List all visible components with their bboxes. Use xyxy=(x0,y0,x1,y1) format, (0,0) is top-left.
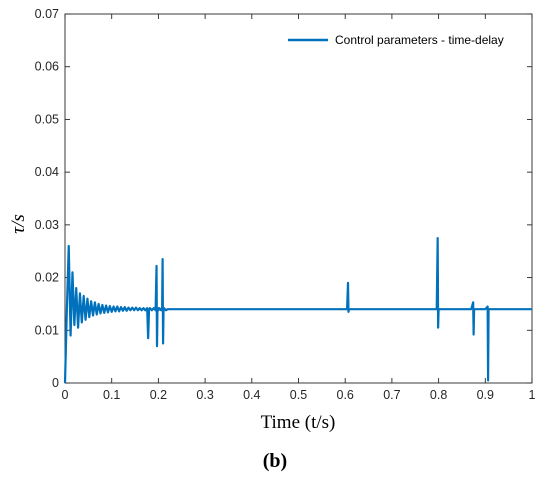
legend-label: Control parameters - time-delay xyxy=(335,33,504,47)
x-tick-label: 0.4 xyxy=(243,388,260,402)
panel-label: (b) xyxy=(262,450,288,472)
x-tick-label: 0.7 xyxy=(383,388,400,402)
x-tick-label: 0.8 xyxy=(430,388,447,402)
chart: 0 0.1 0.2 0.3 0.4 0.5 0.6 0.7 0.8 0.9 1 0 0.01 0.02 0.… xyxy=(8,7,536,433)
y-tick-label: 0 xyxy=(52,376,59,390)
y-axis-label: τ/s xyxy=(8,214,29,233)
x-tick-label: 0.2 xyxy=(150,388,167,402)
series-group xyxy=(63,236,532,384)
series-line xyxy=(63,236,532,384)
y-tick-label: 0.01 xyxy=(35,323,59,337)
y-tick-label: 0.06 xyxy=(35,60,59,74)
x-tick-label: 1 xyxy=(529,388,536,402)
y-tick-label: 0.02 xyxy=(35,271,59,285)
x-tick-label: 0.3 xyxy=(196,388,213,402)
y-tick-label: 0.04 xyxy=(35,165,59,179)
x-tick-label: 0 xyxy=(62,388,69,402)
x-axis-label: Time (t/s) xyxy=(261,412,336,433)
plot-border xyxy=(64,13,533,384)
y-tick-label: 0.05 xyxy=(35,112,59,126)
x-tick-label: 0.6 xyxy=(337,388,354,402)
x-tick-label: 0.9 xyxy=(477,388,494,402)
y-tick-label: 0.07 xyxy=(35,7,59,21)
y-tick-label: 0.03 xyxy=(35,218,59,232)
plot-area xyxy=(64,13,533,384)
axis-ticks: 0 0.1 0.2 0.3 0.4 0.5 0.6 0.7 0.8 0.9 1 0 0.01 0.02 0.… xyxy=(35,7,536,402)
x-tick-label: 0.5 xyxy=(290,388,307,402)
legend: Control parameters - time-delay xyxy=(281,25,531,55)
x-tick-label: 0.1 xyxy=(103,388,120,402)
